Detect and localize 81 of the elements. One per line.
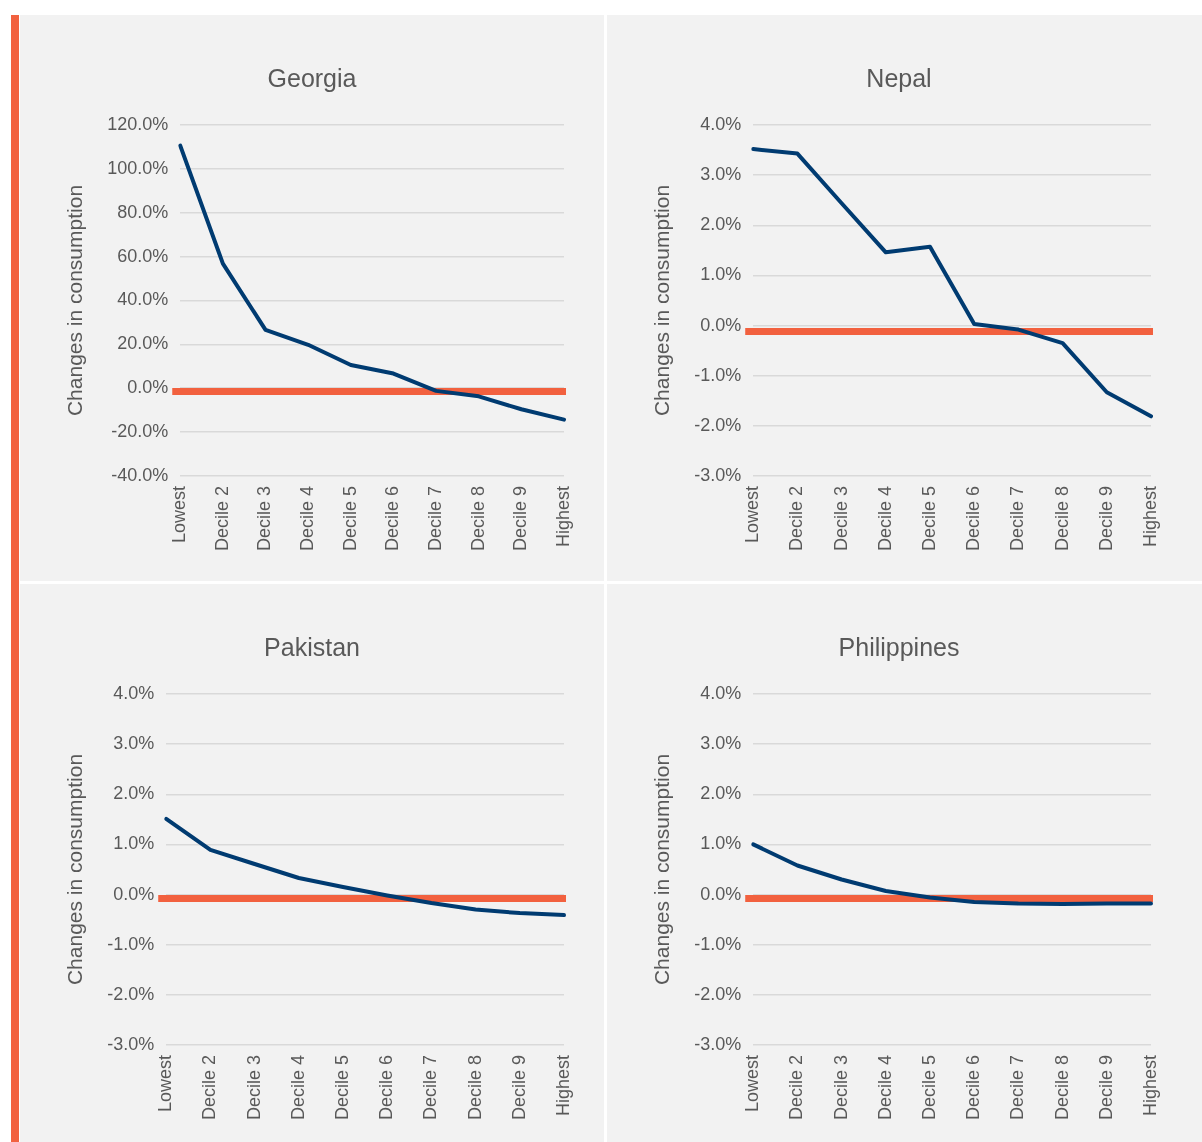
y-axis-title: Changes in consumption	[63, 184, 87, 417]
x-tick-label: Decile 7	[425, 485, 446, 551]
y-tick-label: 2.0%	[700, 214, 742, 235]
x-tick-label: Decile 7	[420, 1054, 441, 1120]
y-tick-label: 4.0%	[700, 682, 742, 703]
x-tick-label: Lowest	[169, 485, 190, 544]
y-tick-label: 4.0%	[700, 113, 742, 134]
x-tick-label: Decile 9	[1095, 1054, 1116, 1120]
y-tick-label: 3.0%	[113, 733, 155, 754]
x-tick-label: Decile 6	[963, 1054, 984, 1120]
x-tick-label: Decile 3	[830, 1054, 851, 1120]
x-tick-label: Highest	[1139, 485, 1160, 547]
x-tick-label: Decile 3	[254, 485, 275, 551]
y-tick-label: 40.0%	[117, 289, 169, 310]
x-tick-label: Decile 2	[786, 485, 807, 551]
x-tick-label: Decile 7	[1007, 1054, 1028, 1120]
y-tick-label: 1.0%	[700, 833, 742, 854]
y-axis-title: Changes in consumption	[650, 184, 674, 417]
y-tick-label: -40.0%	[111, 464, 169, 485]
x-tick-label: Decile 8	[467, 485, 488, 551]
x-tick-label: Decile 2	[786, 1054, 807, 1120]
y-tick-label: 80.0%	[117, 201, 169, 222]
x-tick-label: Highest	[1139, 1054, 1160, 1116]
x-tick-label: Decile 2	[199, 1054, 220, 1120]
x-tick-label: Decile 8	[1051, 485, 1072, 551]
y-tick-label: 0.0%	[700, 314, 742, 335]
x-tick-label: Decile 5	[918, 1054, 939, 1120]
y-tick-label: 100.0%	[107, 157, 169, 178]
x-tick-label: Decile 4	[287, 1054, 308, 1120]
x-tick-label: Decile 5	[339, 485, 360, 551]
x-tick-label: Decile 5	[331, 1054, 352, 1120]
x-tick-label: Decile 3	[243, 1054, 264, 1120]
y-tick-label: -2.0%	[694, 414, 742, 435]
x-tick-label: Decile 9	[510, 485, 531, 551]
x-tick-label: Highest	[552, 1054, 573, 1116]
x-tick-label: Decile 4	[297, 485, 318, 551]
x-tick-label: Decile 3	[830, 485, 851, 551]
x-tick-label: Decile 6	[382, 485, 403, 551]
y-tick-label: 2.0%	[700, 783, 742, 804]
y-tick-label: 4.0%	[113, 682, 155, 703]
x-tick-label: Lowest	[742, 1054, 763, 1113]
y-tick-label: -2.0%	[107, 983, 155, 1004]
chart-title: Georgia	[267, 63, 357, 92]
y-tick-label: -20.0%	[111, 421, 169, 442]
x-tick-label: Decile 9	[1095, 485, 1116, 551]
x-tick-label: Decile 6	[376, 1054, 397, 1120]
x-tick-label: Decile 7	[1007, 485, 1028, 551]
y-tick-label: -1.0%	[107, 933, 155, 954]
y-tick-label: 60.0%	[117, 245, 169, 266]
x-tick-label: Highest	[552, 485, 573, 547]
y-axis-title: Changes in consumption	[650, 753, 674, 986]
x-tick-label: Decile 6	[963, 485, 984, 551]
chart-title: Philippines	[838, 632, 960, 661]
y-tick-label: -3.0%	[107, 1033, 155, 1054]
y-tick-label: -2.0%	[694, 983, 742, 1004]
y-tick-label: 0.0%	[700, 883, 742, 904]
x-tick-label: Decile 4	[874, 1054, 895, 1120]
x-tick-label: Decile 4	[874, 485, 895, 551]
y-tick-label: -3.0%	[694, 464, 742, 485]
y-tick-label: 1.0%	[113, 833, 155, 854]
y-tick-label: 0.0%	[113, 883, 155, 904]
y-tick-label: 20.0%	[117, 333, 169, 354]
y-tick-label: 3.0%	[700, 164, 742, 185]
y-tick-label: -1.0%	[694, 364, 742, 385]
y-tick-label: 3.0%	[700, 733, 742, 754]
x-tick-label: Lowest	[155, 1054, 176, 1113]
y-tick-label: 120.0%	[107, 113, 169, 134]
chart-title: Pakistan	[264, 632, 360, 661]
y-tick-label: 1.0%	[700, 264, 742, 285]
y-tick-label: -1.0%	[694, 933, 742, 954]
y-axis-title: Changes in consumption	[63, 753, 87, 986]
y-tick-label: 2.0%	[113, 783, 155, 804]
x-tick-label: Decile 8	[464, 1054, 485, 1120]
x-tick-label: Decile 5	[918, 485, 939, 551]
y-tick-label: -3.0%	[694, 1033, 742, 1054]
x-tick-label: Decile 8	[1051, 1054, 1072, 1120]
chart-title: Nepal	[866, 63, 932, 92]
x-tick-label: Decile 2	[211, 485, 232, 551]
y-tick-label: 0.0%	[127, 377, 169, 398]
x-tick-label: Decile 9	[508, 1054, 529, 1120]
x-tick-label: Lowest	[742, 485, 763, 544]
